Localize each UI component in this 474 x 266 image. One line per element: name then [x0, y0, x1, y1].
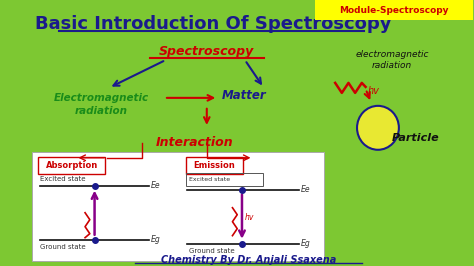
Text: Ground state: Ground state: [40, 244, 86, 250]
Text: hv: hv: [245, 213, 254, 222]
Text: Chemistry By Dr. Anjali Ssaxena: Chemistry By Dr. Anjali Ssaxena: [161, 255, 337, 265]
Text: Ground state: Ground state: [189, 248, 234, 254]
Circle shape: [357, 106, 399, 150]
Text: Electromagnetic
radiation: Electromagnetic radiation: [54, 93, 149, 117]
Text: electromagnetic
radiation: electromagnetic radiation: [356, 50, 429, 70]
Text: Module-Spectroscopy: Module-Spectroscopy: [339, 6, 449, 15]
FancyBboxPatch shape: [32, 152, 324, 261]
Text: Eg: Eg: [301, 239, 310, 248]
Text: Ee: Ee: [151, 181, 160, 190]
Text: Particle: Particle: [392, 133, 440, 143]
Text: Eg: Eg: [151, 235, 160, 244]
Text: Excited state: Excited state: [189, 177, 230, 182]
Text: Spectroscopy: Spectroscopy: [159, 45, 255, 59]
Text: hv: hv: [367, 86, 379, 96]
Text: Excited state: Excited state: [40, 176, 86, 182]
FancyBboxPatch shape: [315, 0, 473, 20]
Text: Basic Introduction Of Spectroscopy: Basic Introduction Of Spectroscopy: [35, 15, 392, 33]
Text: Interaction: Interaction: [155, 136, 233, 149]
Text: Emission: Emission: [193, 161, 235, 170]
Text: Matter: Matter: [221, 89, 266, 102]
Text: Ee: Ee: [301, 185, 310, 194]
Text: Absorption: Absorption: [46, 161, 98, 170]
